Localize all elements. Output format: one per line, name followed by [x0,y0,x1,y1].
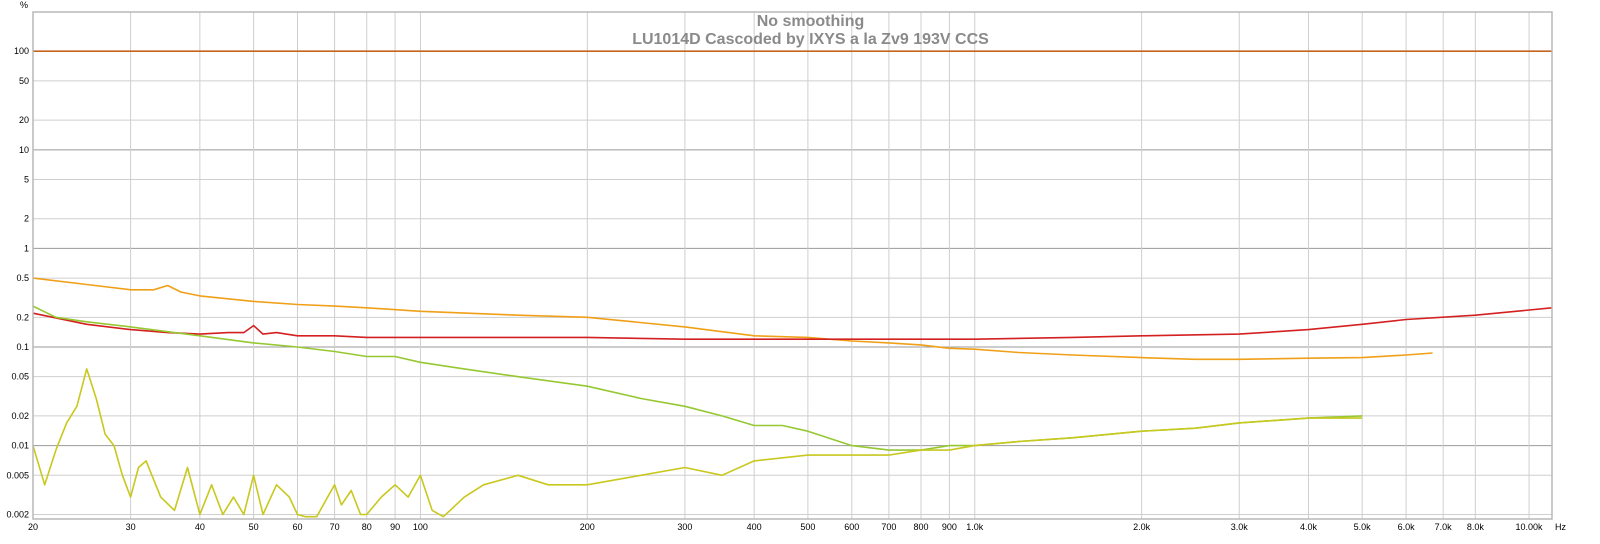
y-tick-label: 0.005 [6,470,29,480]
y-tick-label: 0.002 [6,509,29,519]
x-tick-label: 200 [580,522,595,532]
x-tick-label: 900 [942,522,957,532]
x-tick-label: 50 [249,522,259,532]
y-tick-label: 50 [19,76,29,86]
x-tick-label: 7.0k [1435,522,1453,532]
x-tick-label: 4.0k [1300,522,1318,532]
x-tick-label: 6.0k [1398,522,1416,532]
series-line-3 [32,307,1553,341]
vertical-grid [32,12,1530,519]
x-tick-label: 10.00k [1516,522,1544,532]
x-tick-label: 2.0k [1133,522,1151,532]
x-tick-label: 700 [881,522,896,532]
y-tick-label: 0.5 [16,273,29,283]
chart-subtitle: LU1014D Cascoded by IXYS a la Zv9 193V C… [632,31,989,48]
y-tick-label: 100 [14,46,29,56]
series-lines [32,50,1553,518]
y-tick-label: 0.1 [16,342,29,352]
x-tick-label: 60 [292,522,302,532]
x-tick-label: 30 [126,522,136,532]
y-tick-label: 0.05 [11,372,29,382]
x-tick-label: 400 [747,522,762,532]
y-tick-label: 5 [24,174,29,184]
x-tick-label: 3.0k [1231,522,1249,532]
y-tick-label: 0.02 [11,411,29,421]
plot-area [33,12,1552,519]
y-tick-label: 10 [19,145,29,155]
x-tick-label: 80 [362,522,372,532]
y-tick-label: 2 [24,214,29,224]
y-tick-label: 0.2 [16,312,29,322]
y-tick-label: 0.01 [11,441,29,451]
x-tick-label: 90 [390,522,400,532]
y-axis-ticks: 100 50 20 10 5 2 1 0.5 0.2 0.1 0.05 0.02 0.01 0.005 0.… [6,46,29,519]
plot-border [32,11,1553,520]
chart-title: No smoothing [757,13,865,30]
y-tick-label: 1 [24,243,29,253]
x-tick-label: 300 [677,522,692,532]
x-tick-label: 70 [330,522,340,532]
x-tick-label: 100 [413,522,428,532]
x-tick-label: 1.0k [966,522,984,532]
y-axis-unit: % [20,0,28,10]
x-axis-ticks: 20 30 40 50 60 70 80 90 100 200 300 400 500 600 700 800… [28,522,1543,532]
x-tick-label: 600 [844,522,859,532]
series-line-2 [32,277,1433,361]
horizontal-grid [33,50,1552,515]
x-tick-label: 40 [195,522,205,532]
x-tick-label: 20 [28,522,38,532]
y-tick-label: 20 [19,115,29,125]
x-tick-label: 800 [914,522,929,532]
x-tick-label: 8.0k [1467,522,1485,532]
x-tick-label: 5.0k [1354,522,1372,532]
series-line-5 [32,368,1363,518]
x-axis-unit: Hz [1555,522,1566,532]
x-tick-label: 500 [800,522,815,532]
